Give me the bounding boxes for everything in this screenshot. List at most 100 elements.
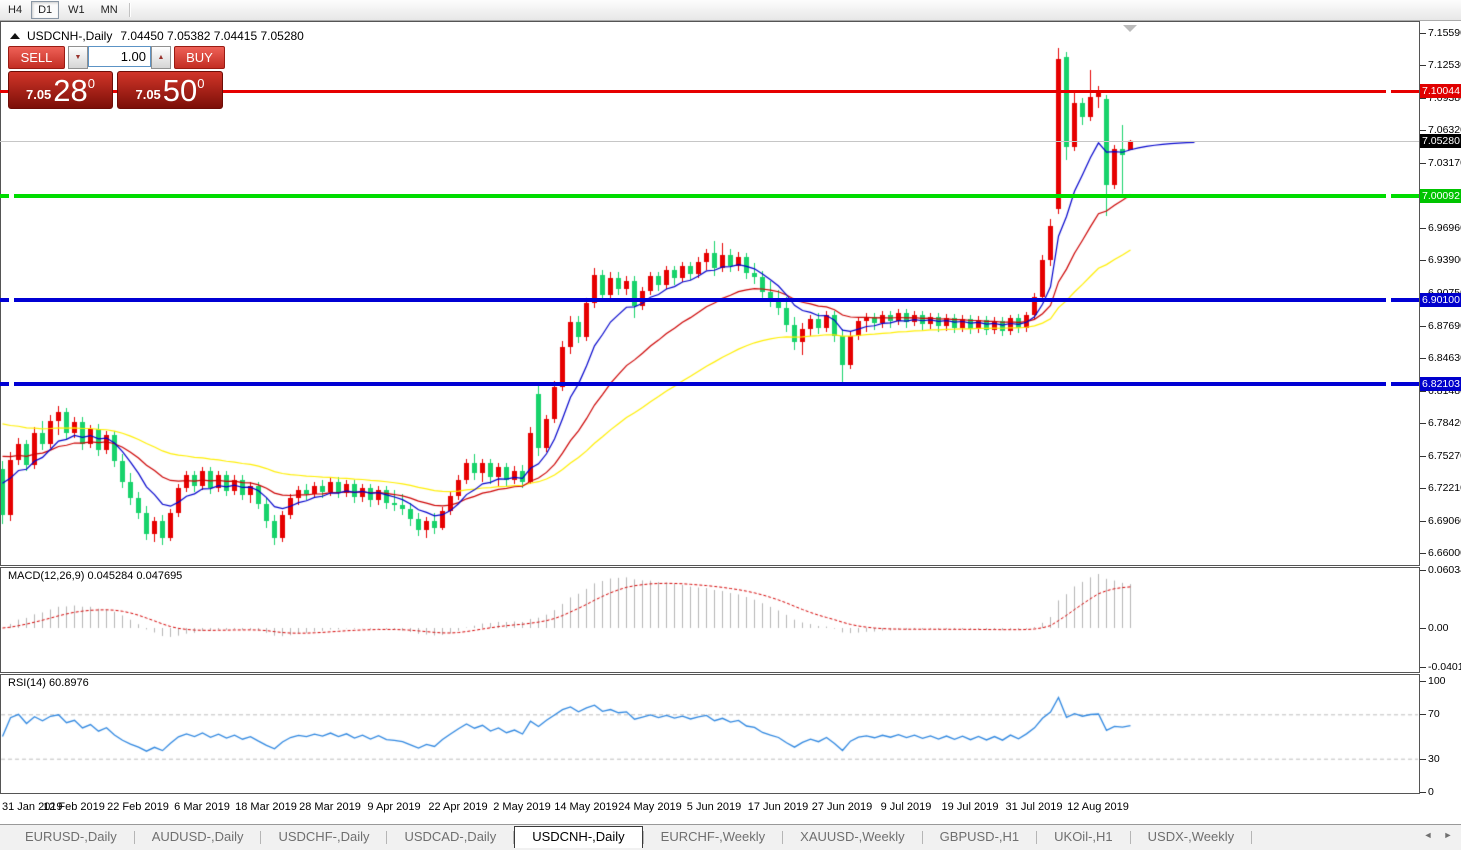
one-click-trading-panel: SELL ▼ ▲ BUY 7.05 28 0 7.05 50 0	[8, 46, 226, 109]
horizontal-line-6.90100[interactable]	[0, 298, 1419, 302]
bid-price-label: 7.05280	[1420, 134, 1461, 148]
tab-separator	[1129, 831, 1131, 844]
line-handle-icon[interactable]	[1386, 298, 1391, 302]
volume-increase-button[interactable]: ▲	[151, 46, 171, 69]
date-axis-label: 12 Aug 2019	[1067, 801, 1129, 813]
sell-price-tile[interactable]: 7.05 28 0	[8, 71, 113, 109]
date-axis-label: 19 Jul 2019	[941, 801, 999, 813]
rsi-axis-label: 100	[1428, 675, 1446, 687]
scroll-to-end-icon[interactable]	[1123, 25, 1137, 32]
line-handle-icon[interactable]	[1386, 382, 1391, 386]
tab-scroll-right-button[interactable]: ►	[1443, 830, 1453, 840]
price-axis-tick	[1420, 228, 1426, 229]
buy-price-prefix: 7.05	[135, 87, 161, 102]
line-handle-icon[interactable]	[1386, 89, 1391, 94]
price-line-label: 6.90100	[1420, 293, 1461, 307]
buy-price-tile[interactable]: 7.05 50 0	[117, 71, 223, 109]
chart-title: USDCNH-,Daily 7.04450 7.05382 7.04415 7.…	[10, 29, 304, 43]
price-axis-tick	[1420, 553, 1426, 554]
date-axis-label: 27 Jun 2019	[811, 801, 873, 813]
rsi-label: RSI(14) 60.8976	[8, 677, 89, 689]
chart-tab-ukoil[interactable]: UKOil-,H1	[1054, 829, 1113, 844]
price-line-label: 6.82103	[1420, 377, 1461, 391]
chart-tab-usdcad[interactable]: USDCAD-,Daily	[404, 829, 497, 844]
volume-decrease-button[interactable]: ▼	[68, 46, 88, 69]
tab-scroll-left-button[interactable]: ◄	[1423, 830, 1433, 840]
tab-separator	[513, 831, 515, 844]
chart-ohlc-values: 7.04450 7.05382 7.04415 7.05280	[120, 29, 304, 43]
date-axis-label: 6 Mar 2019	[174, 801, 230, 813]
line-handle-icon[interactable]	[9, 298, 14, 302]
price-axis-tick	[1420, 260, 1426, 261]
horizontal-line-6.82103[interactable]	[0, 382, 1419, 386]
tab-separator	[1036, 831, 1038, 844]
price-axis-tick	[1420, 358, 1426, 359]
timeframe-button-w1[interactable]: W1	[68, 4, 85, 16]
triangle-down-icon: ▼	[74, 54, 82, 61]
macd-axis-tick	[1420, 628, 1426, 629]
date-axis-label: 2 May 2019	[493, 801, 551, 813]
date-axis-label: 14 May 2019	[554, 801, 618, 813]
macd-label: MACD(12,26,9) 0.045284 0.047695	[8, 570, 183, 582]
buy-price-pips: 50	[162, 73, 198, 108]
sell-price-pips: 28	[53, 73, 88, 108]
buy-price-fraction: 0	[197, 76, 205, 91]
price-line-label: 7.00092	[1420, 189, 1461, 203]
chart-tab-bar: EURUSD-,Daily AUDUSD-,Daily USDCHF-,Daily U…	[0, 824, 1461, 850]
timeframe-button-mn[interactable]: MN	[100, 4, 118, 16]
chart-tab-usdchf[interactable]: USDCHF-,Daily	[278, 829, 370, 844]
toolbar-separator	[128, 3, 131, 17]
chart-symbol-label: USDCNH-,Daily	[27, 29, 113, 43]
line-handle-icon[interactable]	[1386, 194, 1391, 198]
buy-button[interactable]: BUY	[174, 46, 225, 69]
bid-price-line	[0, 141, 1419, 142]
chart-tab-audusd[interactable]: AUDUSD-,Daily	[151, 829, 244, 844]
price-axis-label: 7.06320	[1428, 124, 1461, 136]
horizontal-line-7.00092[interactable]	[0, 194, 1419, 198]
chart-tab-usdcnh[interactable]: USDCNH-,Daily	[514, 826, 643, 848]
chart-tab-eurusd[interactable]: EURUSD-,Daily	[25, 829, 117, 844]
timeframe-button-h4[interactable]: H4	[8, 4, 23, 16]
price-axis-label: 6.72210	[1428, 482, 1461, 494]
price-axis-tick	[1420, 130, 1426, 131]
rsi-axis-tick	[1420, 714, 1426, 715]
collapse-panel-icon[interactable]	[10, 33, 20, 39]
timeframe-toolbar: H4 D1 W1 MN	[0, 0, 1461, 21]
date-axis-label: 31 Jan 2019	[2, 801, 63, 813]
macd-axis-label: 0.00	[1428, 622, 1449, 634]
price-axis-label: 6.93900	[1428, 254, 1461, 266]
volume-input[interactable]	[88, 46, 151, 67]
date-axis-label: 17 Jun 2019	[747, 801, 809, 813]
price-axis-tick	[1420, 33, 1426, 34]
chart-tab-gbpusd[interactable]: GBPUSD-,H1	[939, 829, 1020, 844]
price-axis-tick	[1420, 521, 1426, 522]
rsi-axis-label: 70	[1428, 708, 1440, 720]
price-axis-tick	[1420, 163, 1426, 164]
chart-tab-xauusd[interactable]: XAUUSD-,Weekly	[800, 829, 905, 844]
macd-axis-label: -0.040136	[1428, 661, 1461, 673]
price-axis-tick	[1420, 423, 1426, 424]
price-axis-tick	[1420, 488, 1426, 489]
tab-separator	[386, 831, 388, 844]
date-axis-label: 9 Jul 2019	[880, 801, 932, 813]
price-line-label: 7.10044	[1420, 84, 1461, 98]
price-axis-tick	[1420, 456, 1426, 457]
chart-tab-usdx[interactable]: USDX-,Weekly	[1147, 829, 1235, 844]
rsi-axis-label: 0	[1428, 786, 1434, 798]
date-axis-label: 24 May 2019	[618, 801, 682, 813]
price-axis-label: 6.78420	[1428, 417, 1461, 429]
tab-separator	[1251, 831, 1253, 844]
sell-button[interactable]: SELL	[8, 46, 65, 69]
price-axis-label: 7.03170	[1428, 157, 1461, 169]
line-handle-icon[interactable]	[9, 382, 14, 386]
line-handle-icon[interactable]	[9, 194, 14, 198]
tab-separator	[133, 831, 135, 844]
tab-separator	[642, 831, 644, 844]
price-axis-tick	[1420, 65, 1426, 66]
tab-separator	[260, 831, 262, 844]
tab-separator	[782, 831, 784, 844]
chart-tab-eurchf[interactable]: EURCHF-,Weekly	[660, 829, 766, 844]
price-axis-label: 7.12530	[1428, 59, 1461, 71]
timeframe-button-d1[interactable]: D1	[31, 1, 60, 19]
